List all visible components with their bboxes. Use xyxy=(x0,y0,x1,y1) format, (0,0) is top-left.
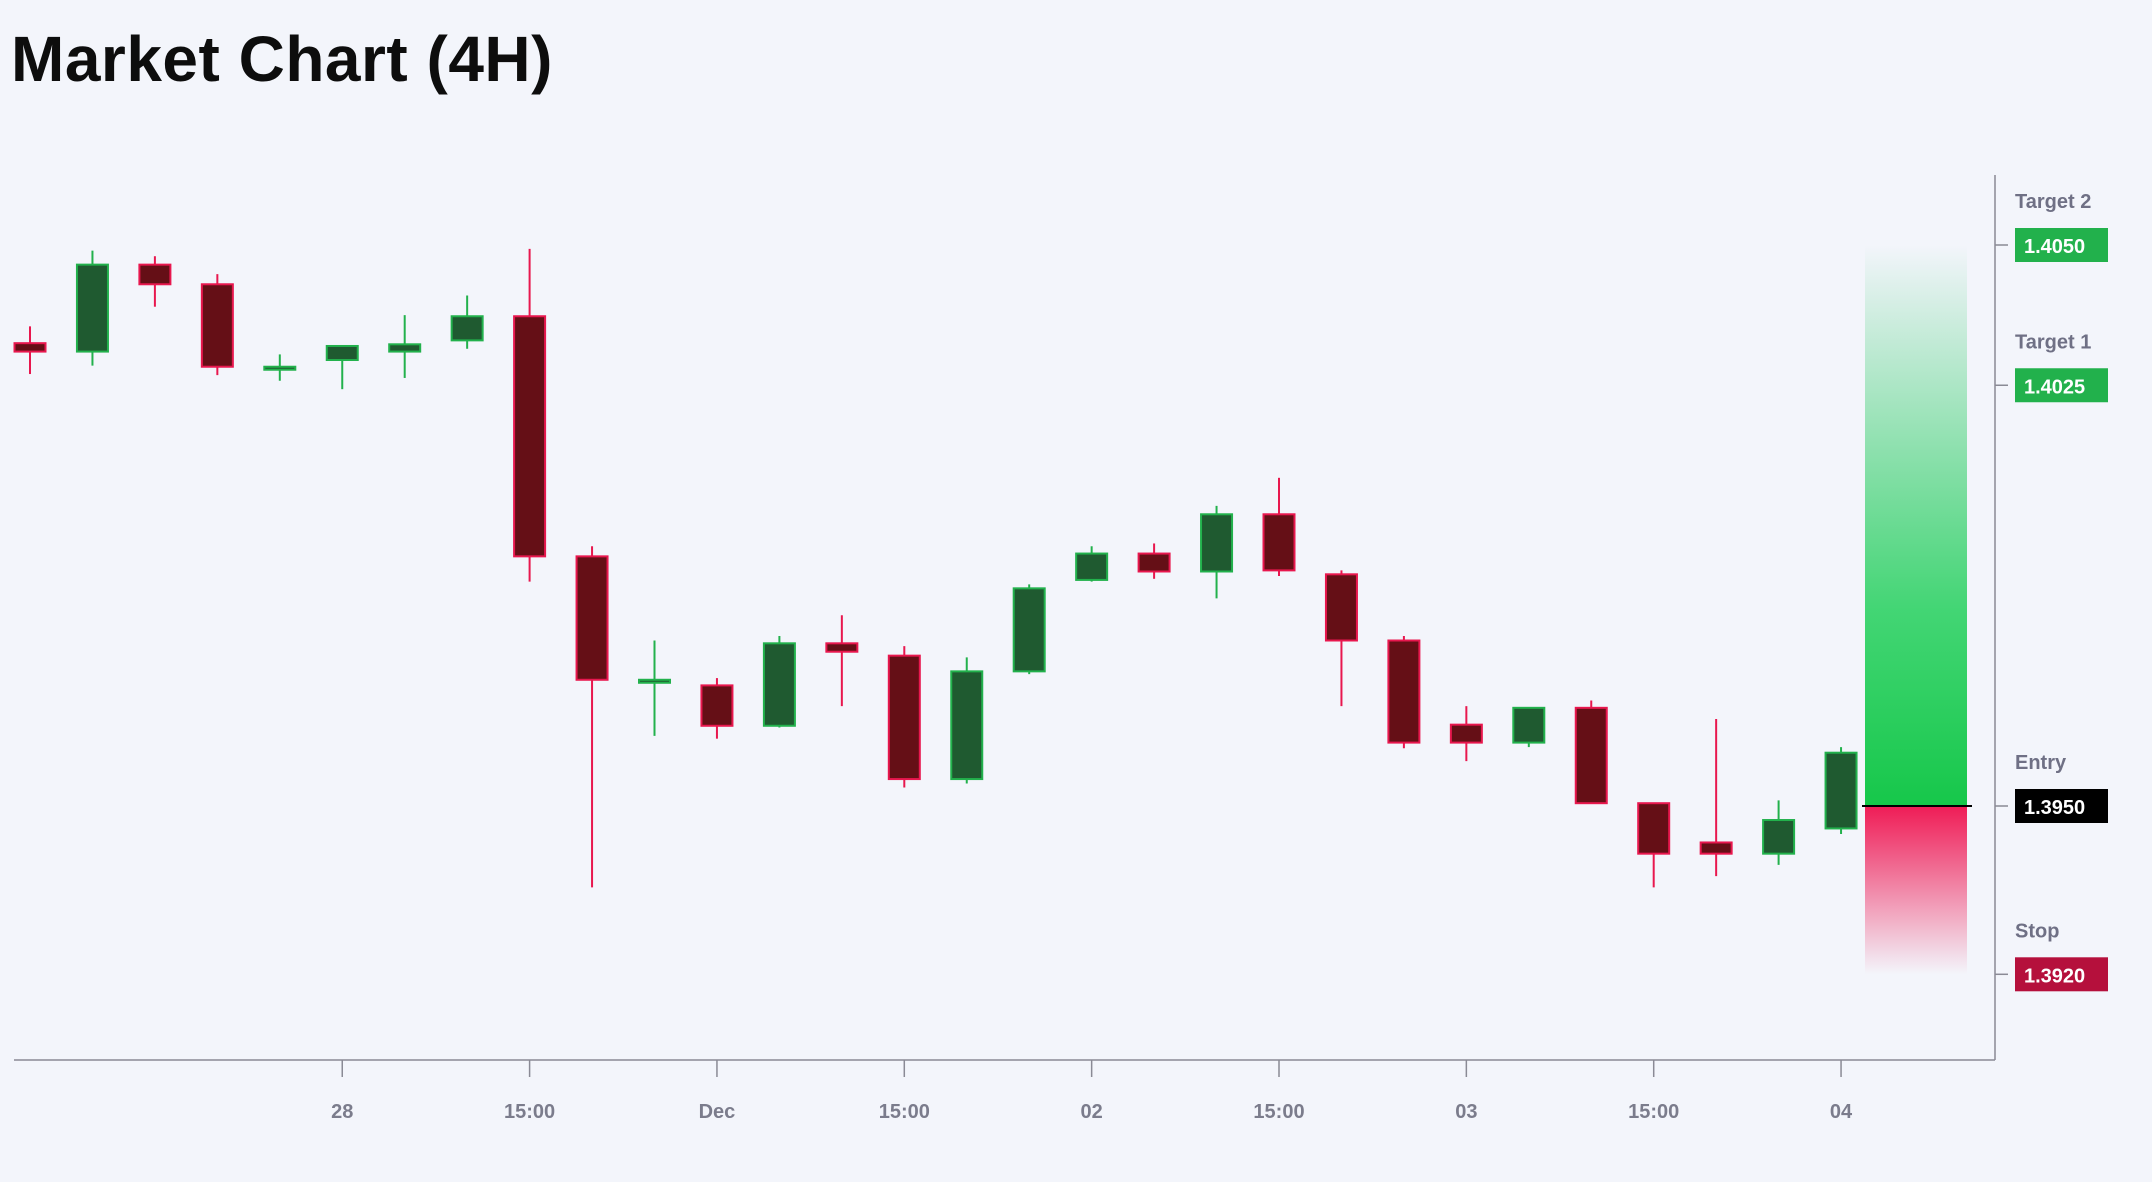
candle xyxy=(75,250,109,366)
candle xyxy=(1512,706,1546,748)
level-stop: Stop 1.3920 xyxy=(1995,920,2108,992)
candle xyxy=(1574,700,1608,805)
candle-body xyxy=(1637,802,1671,855)
x-tick-label: 15:00 xyxy=(504,1101,555,1123)
candle-body xyxy=(1200,513,1234,573)
candle xyxy=(825,615,859,707)
level-price: 1.4025 xyxy=(2024,376,2085,398)
candle-body xyxy=(13,342,47,353)
candle xyxy=(1699,719,1733,877)
chart-axes xyxy=(14,175,1996,1061)
candle-body xyxy=(263,365,297,371)
candle-body xyxy=(1512,706,1546,744)
level-name: Stop xyxy=(2015,920,2059,942)
candle-body xyxy=(1137,552,1171,573)
candle xyxy=(638,640,671,736)
page-title: Market Chart (4H) xyxy=(11,23,553,95)
risk-reward-zones xyxy=(1865,245,1967,975)
candle xyxy=(1200,505,1234,599)
x-axis-ticks: 28 15:00 Dec 15:00 02 15:00 03 15:00 04 xyxy=(331,1060,1853,1123)
candle xyxy=(700,678,734,739)
candle xyxy=(1637,802,1671,888)
level-price: 1.3950 xyxy=(2024,797,2085,819)
candle xyxy=(513,248,547,582)
level-price-badge xyxy=(2015,228,2108,262)
candle xyxy=(1075,546,1109,582)
level-target-2: Target 2 1.4050 xyxy=(1995,191,2108,262)
level-name: Entry xyxy=(2015,752,2067,774)
candle xyxy=(1324,570,1358,707)
level-price-badge xyxy=(2015,957,2108,992)
level-name: Target 1 xyxy=(2015,331,2091,353)
candle-body xyxy=(200,283,234,368)
candle-body xyxy=(1574,706,1608,805)
candle-body xyxy=(1075,552,1109,581)
level-target-1: Target 1 1.4025 xyxy=(1995,331,2108,403)
candle xyxy=(388,315,422,378)
x-tick-label: 02 xyxy=(1081,1101,1103,1123)
candle xyxy=(200,274,234,376)
level-price-badge xyxy=(2015,368,2108,403)
candle-body xyxy=(75,263,109,353)
candle-body xyxy=(513,315,547,558)
candle xyxy=(1762,800,1796,865)
candle-body xyxy=(825,642,859,653)
x-tick-label: 15:00 xyxy=(1253,1101,1304,1123)
candle xyxy=(575,546,609,888)
level-price: 1.3920 xyxy=(2024,965,2085,987)
candle xyxy=(1387,636,1421,749)
candle xyxy=(1262,477,1296,576)
price-levels: Target 2 1.4050 Target 1 1.4025 Entry 1.3950 S… xyxy=(1862,191,2108,992)
candle xyxy=(1012,584,1046,675)
candle-body xyxy=(138,263,172,286)
candle-body xyxy=(700,684,734,727)
candle xyxy=(1137,543,1171,579)
candle xyxy=(762,636,796,728)
candle xyxy=(138,256,172,307)
x-tick-label: 03 xyxy=(1455,1101,1477,1123)
candle-body xyxy=(325,344,359,362)
candle-body xyxy=(1324,573,1358,642)
candle xyxy=(1449,706,1483,762)
candle-body xyxy=(1699,841,1733,855)
x-tick-label: 04 xyxy=(1830,1101,1853,1123)
candle-body xyxy=(1012,587,1046,673)
candle-body xyxy=(1262,513,1296,572)
candle-body xyxy=(1762,819,1796,855)
candle-body xyxy=(1449,723,1483,744)
candle-body xyxy=(1387,639,1421,744)
candle xyxy=(325,344,359,390)
candle xyxy=(450,295,484,349)
x-tick-label: 28 xyxy=(331,1101,353,1123)
candle-body xyxy=(762,642,796,727)
candle-body xyxy=(388,343,422,353)
candle xyxy=(950,657,984,784)
level-price-badge xyxy=(2015,789,2108,823)
candle-body xyxy=(1824,751,1858,830)
x-tick-label: Dec xyxy=(699,1101,736,1123)
candle xyxy=(263,354,297,381)
candle xyxy=(887,646,921,788)
level-price: 1.4050 xyxy=(2024,236,2085,258)
candle-body xyxy=(887,654,921,781)
x-tick-label: 15:00 xyxy=(1628,1101,1679,1123)
level-entry: Entry 1.3950 xyxy=(1862,752,2108,823)
candle xyxy=(1824,747,1858,835)
candles xyxy=(13,248,1858,888)
candle-body xyxy=(950,670,984,781)
stop-zone xyxy=(1865,806,1967,975)
candle-body xyxy=(575,555,609,681)
candle-body xyxy=(450,315,484,342)
candle-body xyxy=(638,678,671,684)
x-tick-label: 15:00 xyxy=(879,1101,930,1123)
level-name: Target 2 xyxy=(2015,191,2091,213)
target-zone xyxy=(1865,245,1967,806)
candle xyxy=(13,326,47,375)
